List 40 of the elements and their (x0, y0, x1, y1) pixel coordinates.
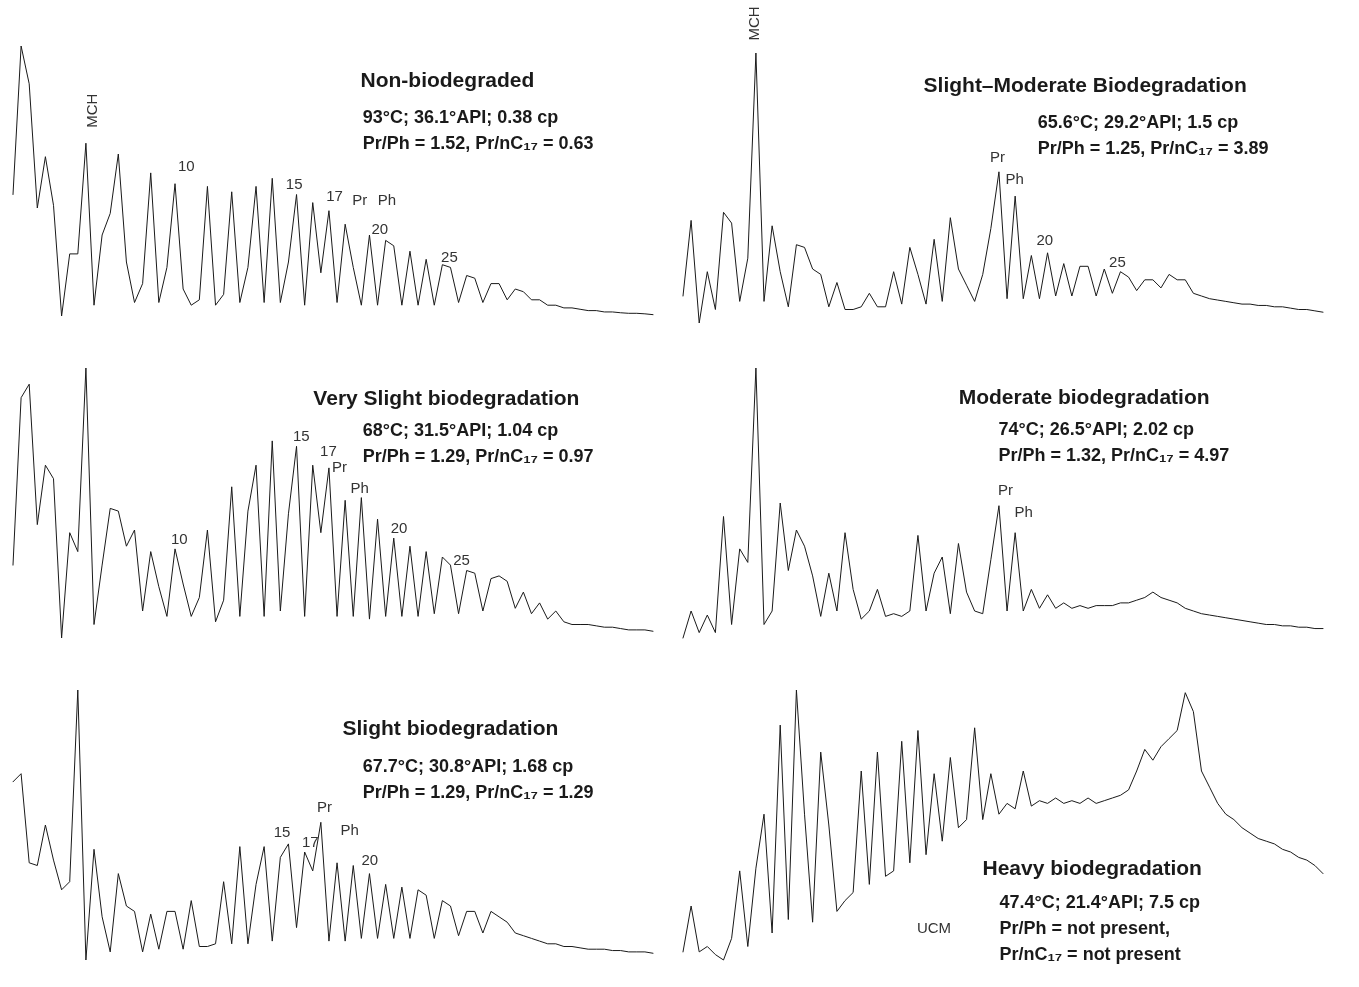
annotation: 15 (273, 823, 291, 841)
annotation: 20 (390, 518, 408, 536)
annotation: 25 (441, 247, 458, 265)
annotation: 10 (178, 157, 195, 175)
text: MCH (744, 6, 762, 41)
annotation: 10 (170, 530, 188, 548)
annotation: 20 (361, 851, 379, 869)
annotation: Ph (1005, 169, 1024, 187)
annotation: Pr (316, 798, 332, 816)
text: 74°C; 26.5°API; 2.02 cp Pr/Ph = 1.32, Pr/nC₁₇ = 4.97 (998, 418, 1230, 465)
annotation: Pr (332, 457, 348, 475)
annotation: Pr (998, 481, 1014, 499)
annotation: 25 (453, 551, 470, 569)
annotation: 17 (301, 832, 319, 850)
text: Slight biodegradation (342, 715, 559, 739)
annotation: 15 (292, 427, 310, 445)
annotation: UCM (916, 918, 952, 936)
annotation: Ph (377, 191, 397, 209)
text: Slight–Moderate Biodegradation (923, 73, 1247, 97)
annotation: Ph (350, 479, 369, 497)
annotation: Pr (352, 191, 368, 209)
annotation: 15 (285, 174, 303, 192)
text: Heavy biodegradation (982, 856, 1202, 880)
annotation: Ph (1014, 503, 1033, 521)
text: 93°C; 36.1°API; 0.38 cp Pr/Ph = 1.52, Pr/nC₁₇ = 0.63 (362, 106, 594, 153)
text: 65.6°C; 29.2°API; 1.5 cp Pr/Ph = 1.25, Pr/nC₁₇ = 3.89 (1037, 112, 1269, 159)
text: 68°C; 31.5°API; 1.04 cp Pr/Ph = 1.29, Pr/nC₁₇ = 0.97 (362, 419, 594, 466)
annotation: 20 (1036, 230, 1054, 248)
annotation: 20 (371, 220, 389, 238)
text: Moderate biodegradation (958, 384, 1210, 408)
annotation: Ph (340, 820, 359, 838)
text: Very Slight biodegradation (313, 385, 580, 409)
annotation: Pr (989, 147, 1005, 165)
annotation: MCH (82, 93, 100, 128)
annotation: 17 (320, 442, 337, 460)
annotation: 17 (326, 186, 343, 204)
text: Non-biodegraded (360, 68, 535, 92)
text: 67.7°C; 30.8°API; 1.68 cp Pr/Ph = 1.29, Pr/nC₁₇ = 1.29 (362, 755, 594, 802)
annotation: 25 (1109, 252, 1126, 270)
text: 47.4°C; 21.4°API; 7.5 cp Pr/Ph = not present, Pr/nC₁₇ = not present (999, 891, 1200, 964)
